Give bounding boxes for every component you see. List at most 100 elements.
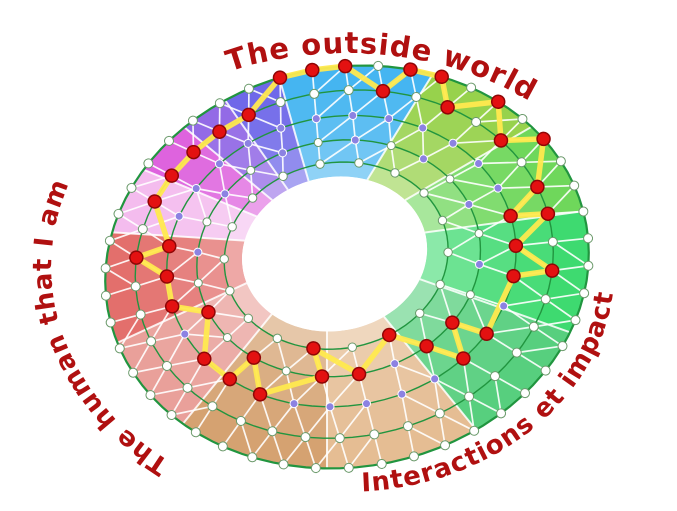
node-white[interactable] (104, 235, 115, 246)
sector-yellow-green[interactable] (351, 59, 540, 206)
node-white[interactable] (490, 371, 501, 382)
node-white[interactable] (278, 171, 288, 182)
node-red-selected[interactable] (129, 250, 144, 265)
node-red-selected[interactable] (164, 168, 180, 183)
node-red-selected[interactable] (306, 341, 321, 356)
node-red-selected[interactable] (186, 144, 201, 160)
node-white[interactable] (247, 193, 258, 203)
node-white[interactable] (300, 432, 311, 443)
node-purple[interactable] (191, 183, 201, 193)
node-purple[interactable] (193, 247, 203, 257)
node-white[interactable] (163, 135, 174, 146)
node-red-selected[interactable] (403, 62, 418, 77)
node-purple[interactable] (174, 211, 184, 221)
node-white[interactable] (464, 391, 475, 402)
node-white[interactable] (161, 360, 172, 371)
node-purple[interactable] (499, 301, 509, 311)
node-white[interactable] (386, 141, 396, 151)
node-purple[interactable] (448, 138, 458, 148)
node-white[interactable] (579, 288, 590, 299)
node-white[interactable] (281, 366, 291, 376)
node-white[interactable] (313, 138, 323, 148)
node-white[interactable] (569, 180, 580, 191)
node-white[interactable] (578, 206, 589, 217)
node-white[interactable] (343, 85, 354, 96)
node-white[interactable] (187, 115, 198, 126)
node-white[interactable] (440, 440, 451, 451)
node-white[interactable] (437, 215, 448, 226)
node-white[interactable] (411, 91, 422, 102)
node-white[interactable] (190, 427, 201, 438)
node-white[interactable] (376, 458, 387, 469)
node-white[interactable] (126, 182, 137, 193)
node-purple[interactable] (464, 199, 474, 209)
node-white[interactable] (246, 165, 256, 175)
node-white[interactable] (235, 415, 246, 426)
node-white[interactable] (511, 347, 522, 358)
node-white[interactable] (520, 388, 531, 399)
node-red-selected[interactable] (445, 315, 460, 330)
node-white[interactable] (570, 315, 581, 326)
node-red-selected[interactable] (536, 131, 551, 147)
node-purple[interactable] (180, 329, 190, 339)
node-white[interactable] (528, 321, 539, 332)
node-white[interactable] (135, 309, 146, 320)
node-red-selected[interactable] (381, 327, 397, 343)
node-white[interactable] (343, 462, 354, 473)
node-white[interactable] (113, 208, 124, 219)
node-purple[interactable] (474, 259, 484, 269)
node-red-selected[interactable] (544, 263, 560, 278)
node-purple[interactable] (214, 159, 224, 169)
node-white[interactable] (225, 286, 235, 296)
node-red-selected[interactable] (314, 369, 330, 384)
node-white[interactable] (496, 408, 507, 419)
node-purple[interactable] (311, 114, 321, 124)
node-red-selected[interactable] (147, 194, 162, 209)
sector-salmon[interactable] (111, 280, 288, 433)
node-red-selected[interactable] (419, 338, 434, 354)
node-white[interactable] (465, 290, 475, 300)
node-red-selected[interactable] (337, 58, 353, 74)
node-red-selected[interactable] (493, 133, 509, 148)
node-white[interactable] (243, 313, 254, 324)
node-purple[interactable] (418, 123, 428, 133)
node-red-selected[interactable] (162, 238, 177, 254)
sector-violet[interactable] (181, 92, 289, 213)
node-white[interactable] (137, 224, 148, 235)
node-white[interactable] (434, 408, 445, 419)
node-white[interactable] (583, 260, 594, 271)
node-white[interactable] (272, 333, 283, 344)
node-white[interactable] (100, 290, 111, 301)
node-red-selected[interactable] (479, 326, 494, 342)
node-white[interactable] (166, 410, 177, 421)
node-purple[interactable] (243, 138, 253, 148)
node-purple[interactable] (397, 389, 407, 399)
node-purple[interactable] (325, 402, 335, 412)
node-white[interactable] (471, 116, 482, 127)
node-purple[interactable] (474, 158, 484, 168)
node-white[interactable] (415, 308, 425, 318)
node-red-selected[interactable] (252, 387, 268, 402)
node-white[interactable] (309, 88, 320, 99)
sector-light-green[interactable] (396, 121, 584, 242)
node-red-selected[interactable] (197, 351, 212, 367)
node-red-selected[interactable] (503, 208, 518, 224)
node-white[interactable] (516, 157, 527, 168)
node-white[interactable] (278, 459, 289, 470)
node-white[interactable] (557, 341, 568, 352)
node-white[interactable] (517, 113, 528, 124)
node-white[interactable] (540, 294, 551, 305)
node-white[interactable] (315, 159, 325, 169)
node-white[interactable] (202, 217, 212, 227)
node-white[interactable] (469, 425, 480, 436)
node-white[interactable] (247, 452, 258, 463)
node-white[interactable] (207, 401, 218, 412)
node-white[interactable] (474, 228, 484, 238)
node-red-selected[interactable] (375, 83, 391, 99)
node-white[interactable] (310, 463, 321, 474)
node-white[interactable] (217, 441, 228, 452)
node-white[interactable] (275, 97, 286, 108)
node-purple[interactable] (348, 110, 358, 120)
node-white[interactable] (540, 365, 551, 376)
node-red-selected[interactable] (456, 351, 471, 366)
